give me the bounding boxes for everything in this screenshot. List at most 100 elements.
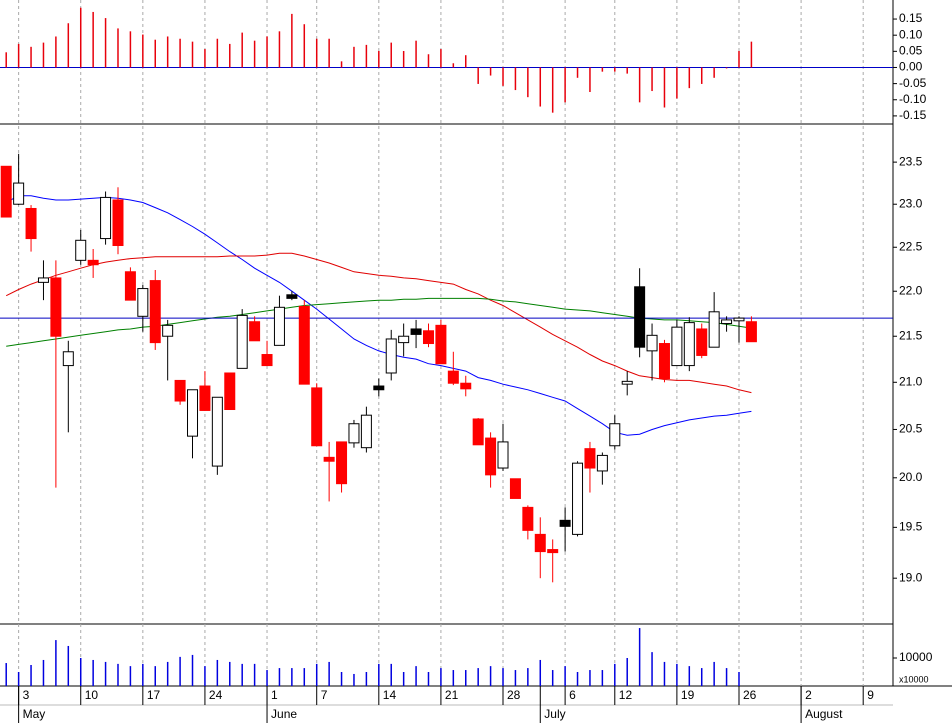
candle-body — [547, 549, 559, 554]
candle-body — [485, 437, 497, 476]
y-tick-label: -0.15 — [899, 108, 927, 122]
y-tick-label: 22.5 — [899, 239, 923, 253]
candle-body — [199, 385, 211, 411]
candle-body — [50, 277, 62, 337]
x-tick-label: 19 — [681, 688, 695, 702]
candle-body — [336, 441, 348, 485]
candle-body — [447, 370, 459, 384]
candle-body — [249, 321, 261, 342]
candle-body — [373, 385, 385, 391]
y-tick-label: 23.5 — [899, 154, 923, 168]
y-tick-label: 23.0 — [899, 196, 923, 210]
candle-body — [584, 448, 596, 469]
candle-body — [137, 288, 149, 317]
candle-body — [187, 389, 199, 437]
x-tick-label: 1 — [271, 688, 278, 702]
x-tick-label: 10 — [85, 688, 99, 702]
candle-body — [733, 317, 745, 322]
candle-body — [696, 328, 708, 356]
moving-average — [5, 195, 752, 436]
candle-body — [124, 271, 136, 301]
candle-body — [460, 382, 472, 390]
candle-body — [162, 324, 174, 337]
candle-body — [323, 456, 335, 462]
candle-body — [671, 326, 683, 367]
candle-body — [398, 335, 410, 344]
month-label: June — [271, 707, 297, 721]
candle-body — [708, 311, 720, 348]
candle-body — [745, 321, 757, 343]
y-tick-label: -0.05 — [899, 76, 927, 90]
candle-body — [422, 330, 434, 345]
candle-body — [261, 354, 273, 367]
candle-body — [13, 182, 25, 205]
candle-body — [311, 387, 323, 447]
y-tick-label: 21.5 — [899, 328, 923, 342]
moving-average — [6, 297, 752, 347]
candle-body — [0, 165, 12, 218]
y-tick-label: 19.5 — [899, 520, 923, 534]
candle-body — [522, 506, 534, 531]
candle-body — [100, 196, 112, 240]
x-tick-label: 28 — [507, 688, 521, 702]
y-tick-label: 19.0 — [899, 570, 923, 584]
candle-body — [410, 328, 422, 335]
month-label: May — [23, 707, 46, 721]
x-tick-label: 21 — [445, 688, 459, 702]
y-tick-label: 22.0 — [899, 283, 923, 297]
candle-body — [435, 324, 447, 365]
candle-body — [646, 334, 658, 352]
candle-body — [25, 207, 37, 240]
y-tick-label: 10000 — [899, 650, 933, 664]
candle-body — [348, 423, 360, 444]
x-tick-label: 6 — [569, 688, 576, 702]
x-tick-label: 12 — [619, 688, 633, 702]
candle-body — [559, 519, 571, 527]
x-tick-label: 26 — [743, 688, 757, 702]
x-tick-label: 14 — [383, 688, 397, 702]
candle-body — [224, 372, 236, 411]
candle-body — [534, 533, 546, 553]
candle-body — [211, 396, 223, 467]
candle-body — [385, 338, 397, 374]
candle-body — [62, 351, 74, 367]
month-label: August — [805, 707, 843, 721]
candle-body — [37, 277, 49, 283]
candle-body — [149, 280, 161, 344]
candle-body — [634, 286, 646, 348]
candle-body — [497, 441, 509, 469]
candle-body — [609, 423, 621, 447]
candle-body — [472, 418, 484, 446]
x-tick-label: 7 — [321, 688, 328, 702]
y-tick-label: 0.05 — [899, 44, 923, 58]
x-tick-label: 3 — [23, 688, 30, 702]
x-tick-label: 24 — [209, 688, 223, 702]
candle-body — [596, 454, 608, 472]
candle-body — [298, 305, 310, 385]
candle-body — [683, 322, 695, 367]
y-tick-label: 0.15 — [899, 11, 923, 25]
candle-body — [273, 306, 285, 346]
candle-body — [572, 462, 584, 535]
y-tick-label: 20.0 — [899, 470, 923, 484]
y-tick-label: 0.00 — [899, 60, 923, 74]
x-tick-label: 17 — [147, 688, 161, 702]
y-tick-label: -0.10 — [899, 92, 927, 106]
y-tick-label: 0.10 — [899, 27, 923, 41]
candle-body — [721, 319, 733, 325]
candle-body — [509, 478, 521, 499]
y-tick-label: 21.0 — [899, 374, 923, 388]
y-tick-label: 20.5 — [899, 422, 923, 436]
x-tick-label: 9 — [867, 688, 874, 702]
candle-body — [112, 199, 124, 247]
moving-average — [5, 252, 752, 394]
candle-body — [174, 379, 186, 402]
candle-body — [236, 314, 248, 369]
x-tick-label: 2 — [805, 688, 812, 702]
volume-unit: x10000 — [899, 674, 929, 684]
candle-body — [360, 414, 372, 449]
month-label: July — [544, 707, 565, 721]
candle-body — [75, 239, 87, 261]
